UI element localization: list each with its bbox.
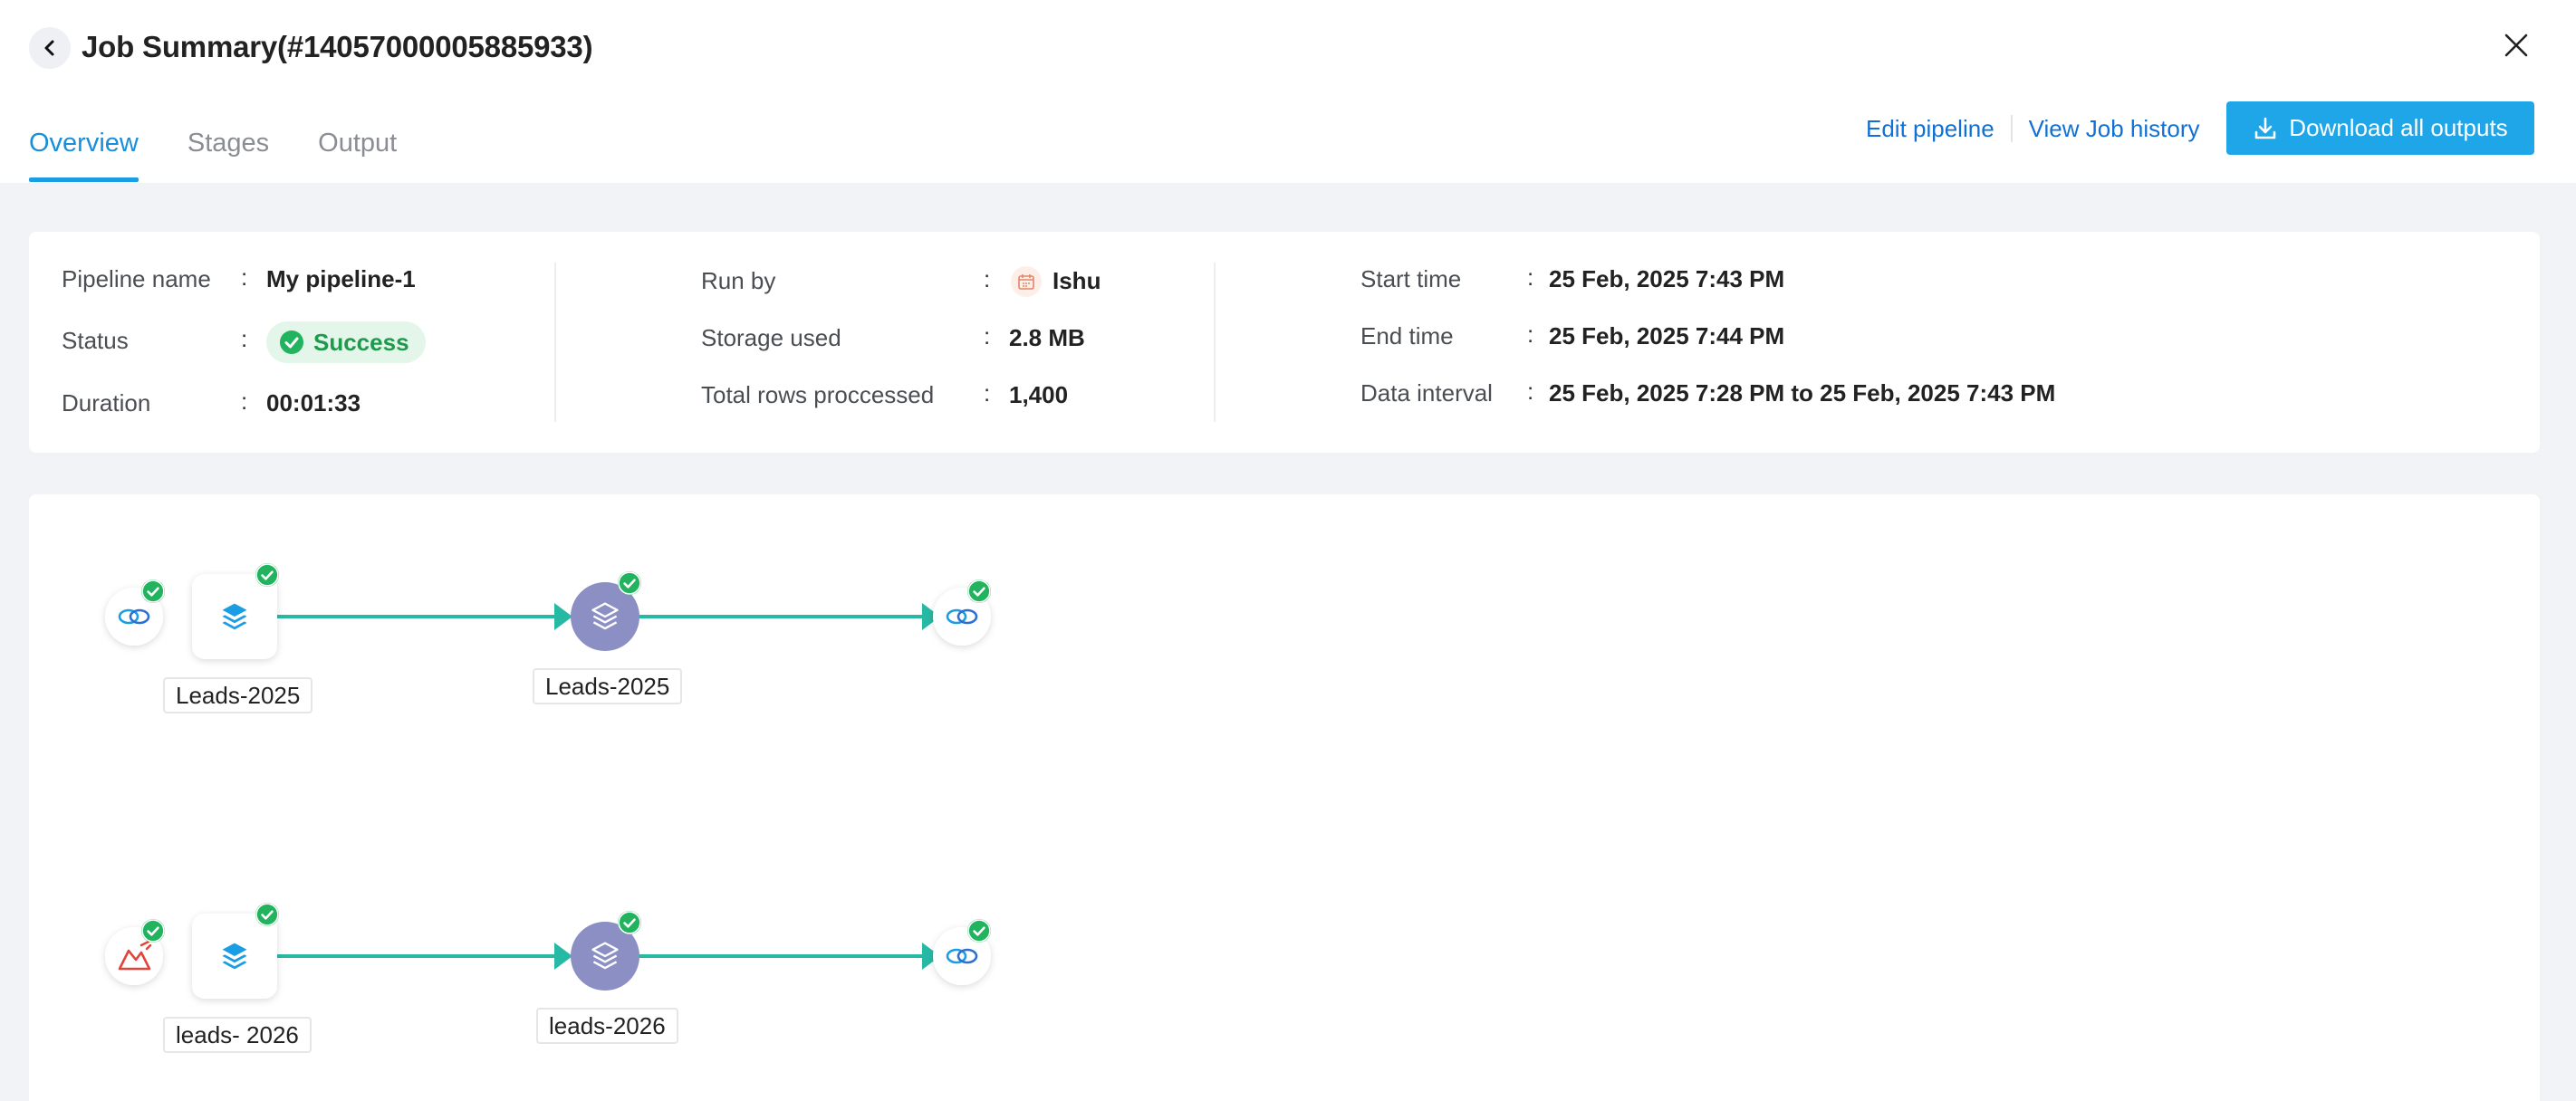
duration-value: 00:01:33 xyxy=(266,389,361,416)
run-by-label: Run by xyxy=(701,267,776,294)
duration-label: Duration xyxy=(62,389,151,416)
stage-node[interactable] xyxy=(192,903,279,999)
pipeline-name-label: Pipeline name xyxy=(62,265,211,292)
summary-column-3: Start time : 25 Feb, 2025 7:43 PM End ti… xyxy=(1216,232,2484,453)
download-all-label: Download all outputs xyxy=(2289,114,2508,141)
check-circle-icon xyxy=(967,579,991,603)
header-actions: Edit pipeline View Job history xyxy=(1866,101,2200,156)
arrow-head xyxy=(554,603,572,630)
arrow-head xyxy=(554,943,572,970)
colon: : xyxy=(984,265,991,292)
column-divider xyxy=(554,263,556,422)
colon: : xyxy=(984,322,991,349)
pipeline-row-2 xyxy=(105,903,991,999)
stage-node-label: Leads-2025 xyxy=(163,677,313,713)
chart-icon xyxy=(118,940,152,971)
transform-node-label: Leads-2025 xyxy=(533,668,683,704)
summary-column-2: Run by : Ishu Storage used : 2.8 MB Tota… xyxy=(556,232,1245,453)
download-all-outputs-button[interactable]: Download all outputs xyxy=(2226,101,2534,155)
check-circle-icon xyxy=(255,903,279,926)
status-label: Status xyxy=(62,327,129,354)
total-rows-value: 1,400 xyxy=(1009,381,1069,408)
status-badge: Success xyxy=(266,321,426,363)
transform-node-label: leads-2026 xyxy=(536,1008,678,1044)
avatar xyxy=(1011,266,1042,297)
colon: : xyxy=(984,379,991,407)
status-text: Success xyxy=(313,328,409,356)
arrow-head xyxy=(922,603,940,630)
calendar-icon xyxy=(1018,274,1034,290)
colon: : xyxy=(241,263,248,291)
colon: : xyxy=(1527,321,1534,348)
close-button[interactable] xyxy=(2496,25,2536,65)
check-circle-icon xyxy=(255,563,279,587)
destination-node[interactable] xyxy=(933,579,991,646)
job-summary-card: Pipeline name : My pipeline-1 Status : S… xyxy=(29,232,2540,453)
data-interval-label: Data interval xyxy=(1360,379,1493,407)
tab-stages[interactable]: Stages xyxy=(187,129,270,158)
check-circle-icon xyxy=(280,330,303,354)
storage-used-label: Storage used xyxy=(701,324,841,351)
page-title: Job Summary(#14057000005885933) xyxy=(82,30,593,63)
arrow-head xyxy=(922,943,940,970)
source-node[interactable] xyxy=(105,579,165,646)
colon: : xyxy=(241,325,248,352)
end-time-label: End time xyxy=(1360,322,1454,349)
check-circle-icon xyxy=(618,911,641,934)
data-interval-value: 25 Feb, 2025 7:28 PM to 25 Feb, 2025 7:4… xyxy=(1549,379,2056,407)
divider xyxy=(2010,115,2013,142)
check-circle-icon xyxy=(967,919,991,943)
view-job-history-link[interactable]: View Job history xyxy=(2028,114,2200,142)
tab-output[interactable]: Output xyxy=(318,129,398,158)
colon: : xyxy=(241,388,248,415)
end-time-value: 25 Feb, 2025 7:44 PM xyxy=(1549,322,1785,349)
pipeline-row-1 xyxy=(105,563,991,659)
colon: : xyxy=(1527,378,1534,405)
header: Job Summary(#14057000005885933) Overview… xyxy=(0,0,2576,183)
download-icon xyxy=(2254,117,2276,139)
column-divider xyxy=(1214,263,1216,422)
edit-pipeline-link[interactable]: Edit pipeline xyxy=(1866,114,1994,142)
close-icon xyxy=(2504,34,2528,57)
back-button[interactable] xyxy=(29,27,71,69)
transform-node[interactable] xyxy=(571,571,641,651)
storage-used-value: 2.8 MB xyxy=(1009,324,1085,351)
check-circle-icon xyxy=(618,571,641,595)
pipeline-canvas: Leads-2025 Leads-2025 leads- 2026 leads-… xyxy=(29,494,2540,1101)
chevron-left-icon xyxy=(44,40,54,56)
total-rows-label: Total rows proccessed xyxy=(701,381,935,408)
colon: : xyxy=(1527,263,1534,291)
check-circle-icon xyxy=(141,579,165,603)
check-circle-icon xyxy=(141,919,165,943)
source-node[interactable] xyxy=(105,919,165,985)
destination-node[interactable] xyxy=(933,919,991,985)
stage-node-label: leads- 2026 xyxy=(163,1017,312,1053)
stage-node[interactable] xyxy=(192,563,279,659)
tab-overview[interactable]: Overview xyxy=(29,123,139,183)
run-by-value: Ishu xyxy=(1053,267,1101,294)
start-time-value: 25 Feb, 2025 7:43 PM xyxy=(1549,265,1785,292)
start-time-label: Start time xyxy=(1360,265,1462,292)
tab-bar: Overview Stages Output xyxy=(29,123,446,183)
transform-node[interactable] xyxy=(571,911,641,991)
pipeline-name-value: My pipeline-1 xyxy=(266,265,416,292)
pipeline-graph xyxy=(105,563,991,999)
summary-column-1: Pipeline name : My pipeline-1 Status : S… xyxy=(29,232,554,453)
